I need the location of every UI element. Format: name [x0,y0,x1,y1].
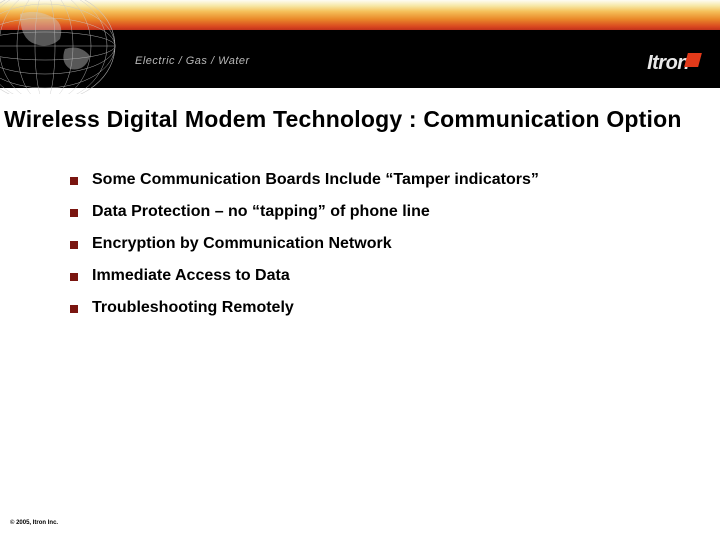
slide-header: Electric / Gas / Water Itron [0,0,720,88]
bullet-item: Encryption by Communication Network [70,235,720,253]
bullet-item: Immediate Access to Data [70,267,720,285]
brand-logo: Itron [647,52,700,75]
bullet-item: Data Protection – no “tapping” of phone … [70,203,720,221]
brand-logo-accent [684,53,702,67]
bullet-marker-icon [70,305,78,313]
globe-icon [0,0,130,94]
brand-logo-text: Itron [647,52,689,74]
bullet-item: Troubleshooting Remotely [70,299,720,317]
bullet-text: Troubleshooting Remotely [92,299,294,317]
bullet-item: Some Communication Boards Include “Tampe… [70,171,720,189]
bullet-marker-icon [70,273,78,281]
bullet-text: Encryption by Communication Network [92,235,392,253]
bullet-marker-icon [70,177,78,185]
bullet-text: Immediate Access to Data [92,267,290,285]
bullet-text: Some Communication Boards Include “Tampe… [92,171,539,189]
bullet-text: Data Protection – no “tapping” of phone … [92,203,430,221]
bullet-marker-icon [70,241,78,249]
copyright-footer: © 2005, Itron Inc. [10,520,58,526]
slide-title: Wireless Digital Modem Technology : Comm… [4,106,720,133]
bullet-marker-icon [70,209,78,217]
header-tagline: Electric / Gas / Water [135,55,250,67]
slide-content: Some Communication Boards Include “Tampe… [70,171,720,317]
